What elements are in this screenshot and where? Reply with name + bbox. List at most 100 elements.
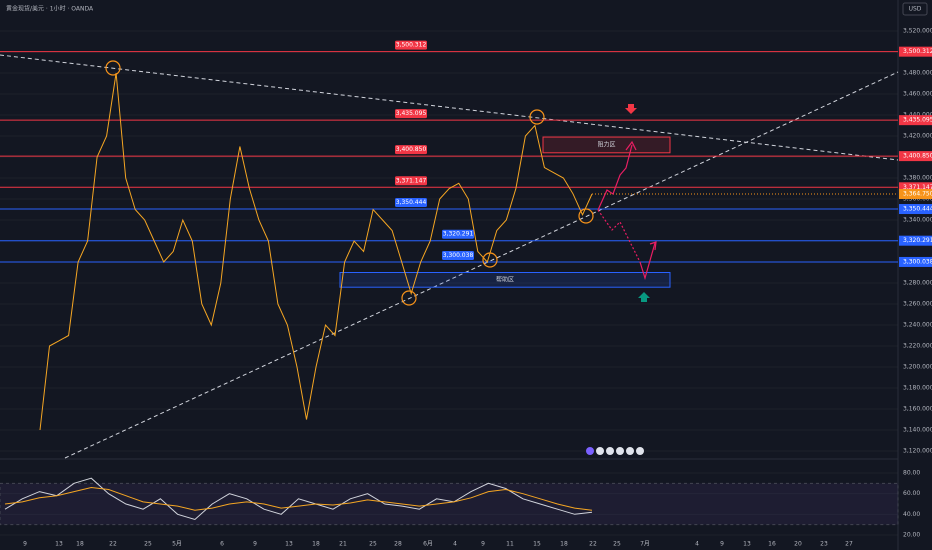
y-tick-label: 20.00 [903,532,920,539]
level-label: 3,435.095 [396,110,427,117]
level-tag [395,198,427,208]
zone [542,136,671,154]
y-tick-label: 3,160.000 [903,406,932,413]
series-line [4,486,593,511]
x-tick-label: 13 [55,541,63,548]
current-price-label: 3,364.750 [903,191,932,198]
x-tick-label: 15 [533,541,541,548]
x-tick-label: 11 [506,541,514,548]
axis-level-label: 3,500.312 [903,48,932,55]
y-tick-label: 3,480.000 [903,70,932,77]
y-tick-label: 3,340.000 [903,217,932,224]
x-tick-label: 9 [253,541,257,548]
y-tick-label: 3,420.000 [903,133,932,140]
up-arrow [638,292,650,302]
level-label: 3,300.038 [443,252,474,259]
x-tick-label: 21 [339,541,347,548]
y-tick-label: 3,180.000 [903,385,932,392]
level-tag [442,229,474,239]
rsi-band [0,482,899,526]
x-tick-label: 25 [369,541,377,548]
axis-tag [899,115,932,126]
y-tick-label: 40.00 [903,511,920,518]
x-tick-label: 20 [794,541,802,548]
currency: USD [909,6,922,13]
axis-tag [899,256,932,267]
axis-tag [899,46,932,57]
highlights [105,60,594,306]
axis-tag [899,151,932,162]
zone-label: 帮助区 [496,275,514,283]
axis-level-label: 3,371.147 [903,184,932,191]
y-tick-label: 3,220.000 [903,343,932,350]
level-label: 3,320.291 [443,231,474,238]
x-tick-label: 13 [743,541,751,548]
rsi-pane [0,477,899,526]
y-tick-label: 3,200.000 [903,364,932,371]
x-tick-label: 28 [394,541,402,548]
y-tick-label: 3,260.000 [903,301,932,308]
currency-box [902,2,928,16]
x-tick-label: 25 [613,541,621,548]
y-tick-label: 80.00 [903,470,920,477]
level-label: 3,400.850 [396,146,427,153]
axis-tag [899,204,932,215]
axis-level-label: 3,350.444 [903,206,932,213]
y-tick-label: 3,520.000 [903,28,932,35]
x-tick-label: 5月 [172,541,182,548]
x-tick-label: 23 [820,541,828,548]
down-arrow [625,104,637,114]
x-tick-label: 22 [109,541,117,548]
y-tick-label: 3,120.000 [903,448,932,455]
series-line [39,72,593,431]
x-tick-label: 9 [720,541,724,548]
level-tag [395,40,427,50]
x-tick-label: 9 [23,541,27,548]
event-icons [586,447,644,455]
axis-level-label: 3,435.095 [903,117,932,124]
axis-level-label: 3,400.850 [903,153,932,160]
x-tick-label: 22 [589,541,597,548]
level-tag [442,250,474,260]
zone-label: 阻力区 [597,140,615,148]
x-tick-label: 6 [220,541,224,548]
x-tick-label: 18 [76,541,84,548]
x-tick-label: 18 [560,541,568,548]
y-tick-label: 3,140.000 [903,427,932,434]
symbol-title: 黄金现货/美元 · 1小时 · OANDA [6,5,94,13]
level-label: 3,371.147 [396,177,427,184]
x-tick-label: 9 [481,541,485,548]
projections [597,140,657,281]
x-tick-label: 16 [768,541,776,548]
trendline [0,54,899,161]
level-tag [395,109,427,119]
x-tick-label: 13 [285,541,293,548]
axis-level-label: 3,300.038 [903,258,932,265]
axis-tag [899,235,932,246]
x-tick-label: 6月 [423,541,433,548]
level-tag [395,145,427,155]
y-tick-label: 60.00 [903,490,920,497]
axis-level-label: 3,320.291 [903,237,932,244]
axis-tag [899,182,932,193]
x-tick-label: 18 [312,541,320,548]
zone [339,272,671,288]
x-tick-label: 25 [144,541,152,548]
axis-tag [899,189,932,200]
x-tick-label: 4 [453,541,457,548]
x-tick-label: 4 [695,541,699,548]
level-tag [395,176,427,186]
y-tick-label: 3,240.000 [903,322,932,329]
level-label: 3,350.444 [396,199,427,206]
y-tick-label: 3,440.000 [903,112,932,119]
x-tick-label: 7月 [640,541,650,548]
y-tick-label: 3,460.000 [903,91,932,98]
x-tick-label: 27 [845,541,853,548]
trendline [64,71,899,459]
y-tick-label: 3,380.000 [903,175,932,182]
y-tick-label: 3,280.000 [903,280,932,287]
